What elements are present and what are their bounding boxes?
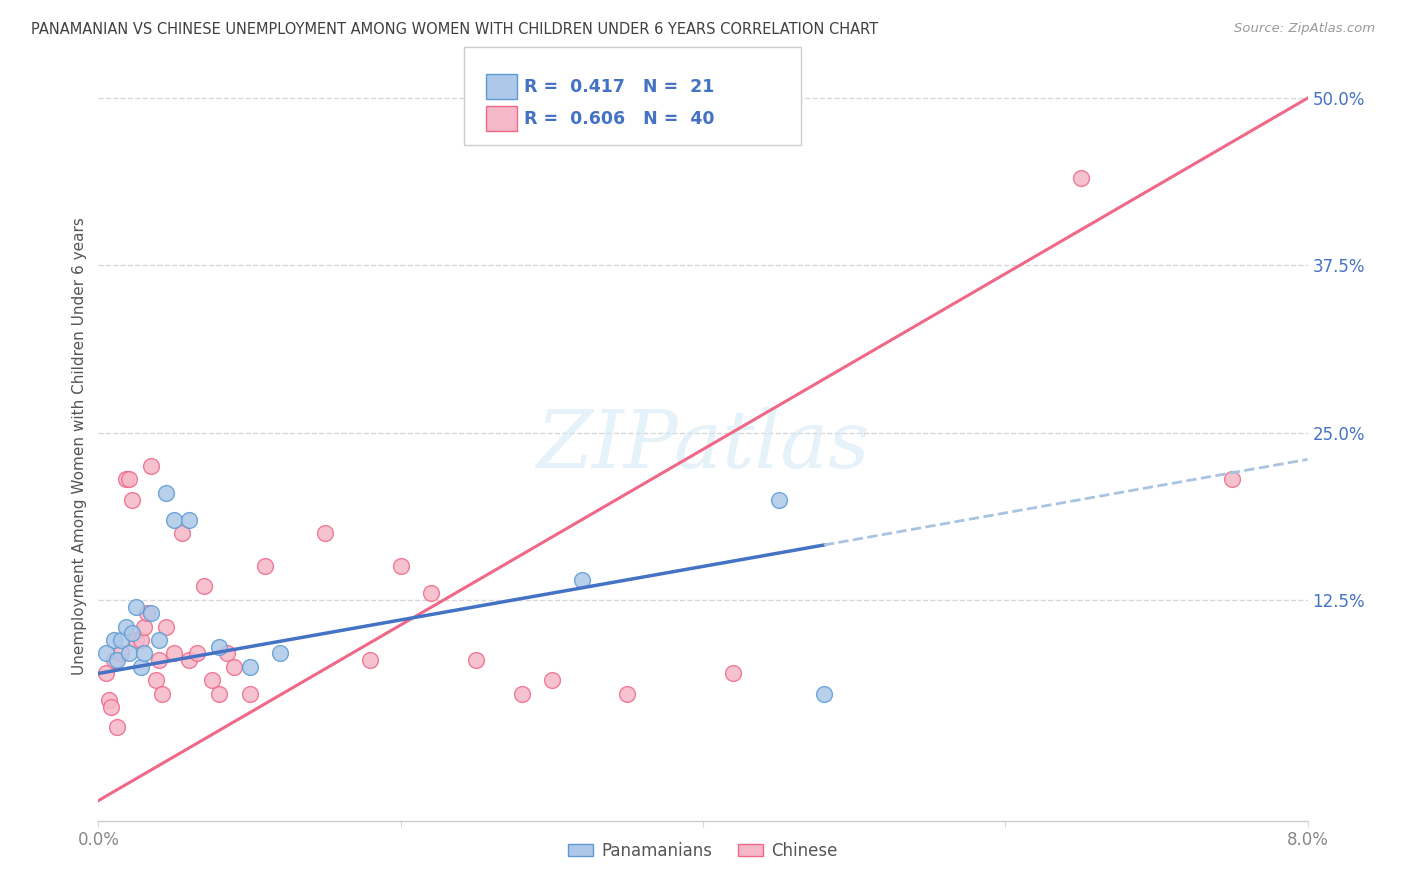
Point bbox=[125, 633, 148, 648]
Point bbox=[100, 699, 122, 714]
Point bbox=[239, 660, 262, 674]
Point bbox=[121, 492, 143, 507]
Point bbox=[114, 473, 136, 487]
Point bbox=[103, 653, 125, 667]
Point bbox=[215, 646, 238, 660]
Point bbox=[389, 559, 412, 574]
Legend: Panamanians, Chinese: Panamanians, Chinese bbox=[562, 835, 844, 866]
Point bbox=[201, 673, 224, 688]
Point bbox=[571, 573, 593, 587]
Point bbox=[540, 673, 562, 688]
Point bbox=[110, 633, 132, 648]
Point bbox=[420, 586, 443, 600]
Point bbox=[98, 693, 121, 707]
Text: PANAMANIAN VS CHINESE UNEMPLOYMENT AMONG WOMEN WITH CHILDREN UNDER 6 YEARS CORRE: PANAMANIAN VS CHINESE UNEMPLOYMENT AMONG… bbox=[31, 22, 879, 37]
Point bbox=[465, 653, 488, 667]
Point bbox=[155, 485, 177, 500]
Point bbox=[141, 607, 163, 621]
Point bbox=[132, 620, 155, 634]
Text: Source: ZipAtlas.com: Source: ZipAtlas.com bbox=[1234, 22, 1375, 36]
Point bbox=[163, 646, 186, 660]
Point bbox=[179, 653, 201, 667]
Point bbox=[186, 646, 208, 660]
Point bbox=[103, 633, 125, 648]
Text: R =  0.417   N =  21: R = 0.417 N = 21 bbox=[524, 78, 714, 95]
Point bbox=[118, 473, 141, 487]
Text: ZIPatlas: ZIPatlas bbox=[536, 408, 870, 484]
Point bbox=[224, 660, 246, 674]
Point bbox=[360, 653, 382, 667]
Point bbox=[1070, 171, 1092, 186]
Point bbox=[105, 653, 128, 667]
Point bbox=[125, 599, 148, 614]
Point bbox=[1220, 473, 1243, 487]
Point bbox=[208, 640, 231, 654]
Point bbox=[163, 512, 186, 526]
Point bbox=[193, 580, 215, 594]
Point bbox=[208, 687, 231, 701]
Point bbox=[121, 626, 143, 640]
Point bbox=[114, 620, 136, 634]
Point bbox=[105, 720, 128, 734]
Point bbox=[150, 687, 173, 701]
Point bbox=[148, 633, 170, 648]
Point bbox=[170, 526, 193, 541]
Y-axis label: Unemployment Among Women with Children Under 6 years: Unemployment Among Women with Children U… bbox=[72, 217, 87, 675]
Point bbox=[148, 653, 170, 667]
Point bbox=[510, 687, 533, 701]
Point bbox=[110, 646, 132, 660]
Point bbox=[94, 646, 117, 660]
Point bbox=[179, 512, 201, 526]
Point bbox=[253, 559, 276, 574]
Point bbox=[129, 660, 152, 674]
Point bbox=[94, 666, 117, 681]
Point bbox=[132, 646, 155, 660]
Point bbox=[813, 687, 835, 701]
Point bbox=[145, 673, 167, 688]
Point bbox=[129, 633, 152, 648]
Point bbox=[616, 687, 638, 701]
Point bbox=[314, 526, 336, 541]
Point bbox=[269, 646, 291, 660]
Point bbox=[239, 687, 262, 701]
Text: R =  0.606   N =  40: R = 0.606 N = 40 bbox=[524, 110, 714, 128]
Point bbox=[118, 646, 141, 660]
Point bbox=[768, 492, 790, 507]
Point bbox=[723, 666, 745, 681]
Point bbox=[155, 620, 177, 634]
Point bbox=[135, 607, 157, 621]
Point bbox=[141, 459, 163, 474]
